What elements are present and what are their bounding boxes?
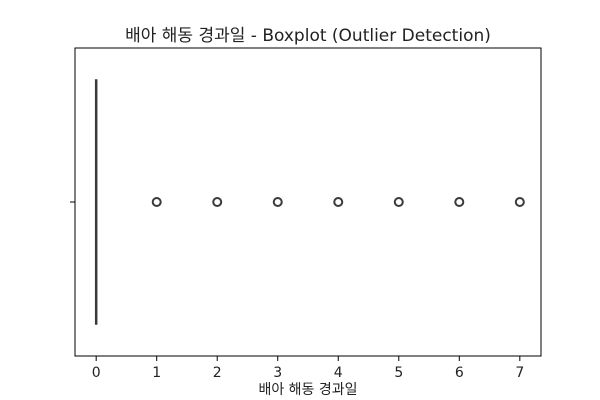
x-tick-label: 1	[152, 365, 161, 381]
x-tick-label: 3	[273, 365, 282, 381]
outlier-point	[151, 197, 162, 207]
x-tick-label: 2	[213, 365, 222, 381]
outlier-point	[333, 197, 344, 207]
plot-frame	[74, 47, 542, 357]
box-group	[94, 79, 98, 325]
x-axis-label: 배아 해동 경과일	[258, 382, 357, 398]
x-tick-label: 4	[334, 365, 343, 381]
x-tick-label: 6	[455, 365, 464, 381]
outlier-point	[454, 197, 465, 207]
outlier-group	[151, 197, 525, 207]
outlier-point	[514, 197, 525, 207]
x-tick-label: 5	[394, 365, 403, 381]
outlier-point	[212, 197, 223, 207]
x-tick-label: 7	[515, 365, 524, 381]
chart-title: 배아 해동 경과일 - Boxplot (Outlier Detection)	[125, 26, 491, 46]
outlier-point	[272, 197, 283, 207]
outlier-point	[393, 197, 404, 207]
x-tick-label: 0	[92, 365, 101, 381]
x-axis-ticks: 0 1 2 3 4 5 6 7	[92, 356, 524, 381]
